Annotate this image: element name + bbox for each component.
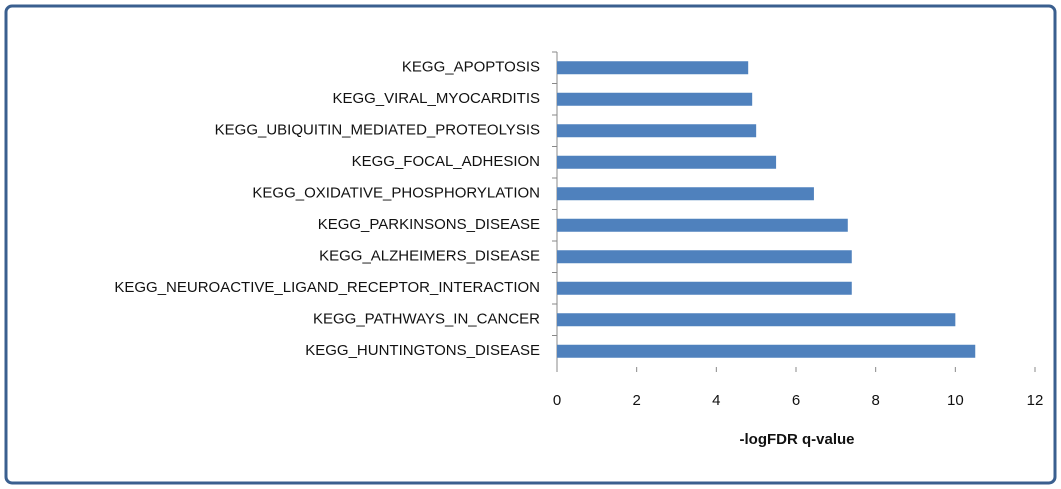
x-tick-label: 8: [871, 392, 879, 409]
bar: [557, 250, 852, 264]
x-tick-label: 0: [553, 392, 561, 409]
bar: [557, 155, 777, 169]
bar: [557, 92, 753, 106]
y-tick-label: KEGG_UBIQUITIN_MEDIATED_PROTEOLYSIS: [215, 122, 540, 139]
x-axis-label: -logFDR q-value: [740, 431, 855, 448]
x-tick-label: 4: [712, 392, 720, 409]
x-tick-label: 2: [632, 392, 640, 409]
y-tick-label: KEGG_FOCAL_ADHESION: [352, 153, 540, 170]
y-tick-label: KEGG_PARKINSONS_DISEASE: [318, 216, 540, 233]
y-tick-label: KEGG_OXIDATIVE_PHOSPHORYLATION: [252, 185, 540, 202]
bar: [557, 313, 956, 327]
y-tick-label: KEGG_APOPTOSIS: [402, 59, 540, 76]
bar: [557, 218, 848, 232]
bar: [557, 344, 976, 358]
y-tick-label: KEGG_NEUROACTIVE_LIGAND_RECEPTOR_INTERAC…: [114, 279, 540, 296]
y-tick-label: KEGG_ALZHEIMERS_DISEASE: [319, 248, 540, 265]
y-tick-label: KEGG_VIRAL_MYOCARDITIS: [332, 90, 540, 107]
x-tick-label: 12: [1027, 392, 1044, 409]
bar: [557, 124, 757, 138]
frame: [4, 4, 1057, 485]
y-tick-label: KEGG_PATHWAYS_IN_CANCER: [313, 311, 540, 328]
x-tick-label: 10: [947, 392, 964, 409]
bar: [557, 61, 749, 75]
x-tick-label: 6: [792, 392, 800, 409]
bar: [557, 281, 852, 295]
bar: [557, 187, 814, 201]
y-tick-label: KEGG_HUNTINGTONS_DISEASE: [305, 342, 540, 359]
